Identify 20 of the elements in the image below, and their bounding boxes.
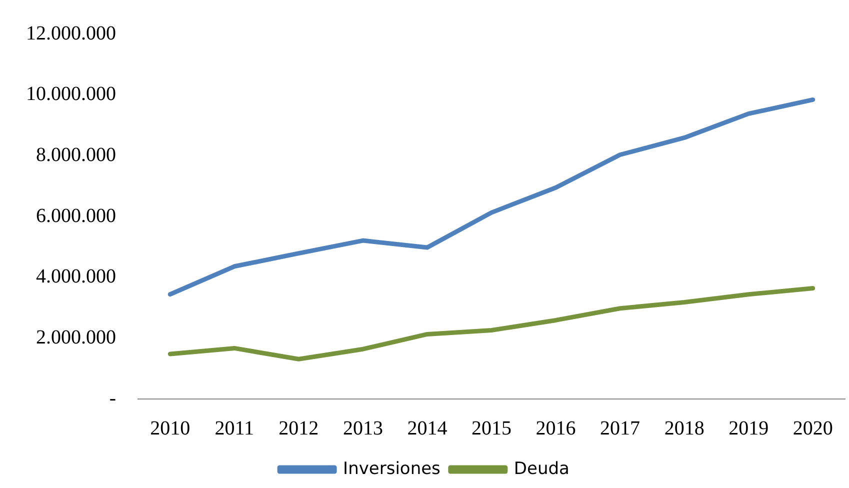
y-tick-label: - [109,387,116,410]
y-tick-label: 6.000.000 [36,204,116,227]
x-tick-label: 2015 [472,417,512,440]
x-tick-label: 2013 [342,417,383,440]
y-tick-label: 10.000.000 [26,83,116,106]
x-tick-label: 2012 [278,417,319,440]
y-tick-label: 8.000.000 [36,144,116,166]
x-tick-label: 2016 [536,417,576,440]
y-tick-label: 4.000.000 [36,266,116,288]
y-tick-label: 12.000.000 [26,22,116,44]
legend-label: Deuda [514,458,570,479]
legend-label: Inversiones [343,458,441,479]
x-tick-label: 2014 [407,417,448,440]
x-tick-label: 2019 [728,417,769,440]
x-tick-label: 2011 [214,417,254,440]
x-tick-label: 2017 [600,417,640,440]
x-tick-label: 2020 [792,417,833,440]
x-tick-label: 2010 [150,417,190,440]
x-tick-label: 2018 [664,417,704,440]
y-tick-label: 2.000.000 [36,326,116,348]
